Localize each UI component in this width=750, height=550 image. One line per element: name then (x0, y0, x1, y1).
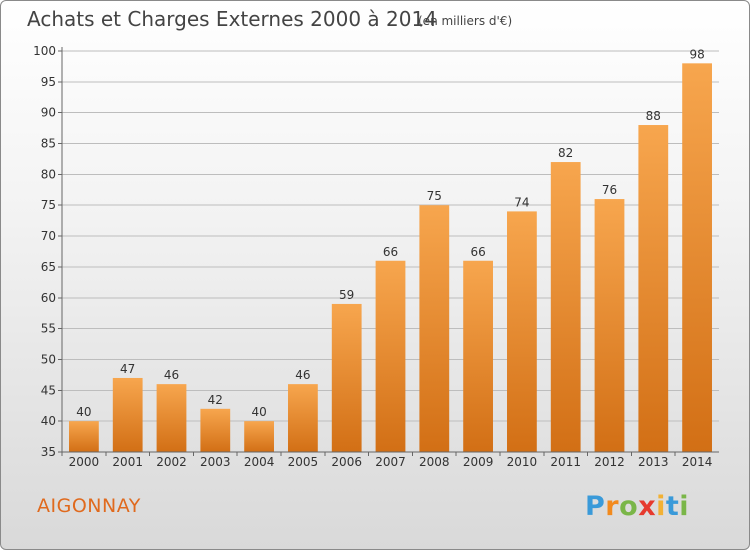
proxiti-logo: Proxiti (585, 491, 689, 522)
bar (507, 211, 537, 452)
bar (156, 384, 187, 452)
bar (244, 421, 274, 452)
y-tick-label: 65 (41, 260, 56, 274)
bar (550, 162, 581, 453)
bars (69, 63, 712, 453)
chart-title: Achats et Charges Externes 2000 à 2014 (27, 7, 437, 31)
x-tick-label: 2005 (288, 455, 319, 469)
y-tick-label: 60 (41, 291, 56, 305)
y-tick-label: 70 (41, 229, 56, 243)
bar (638, 125, 669, 453)
bar-value-label: 66 (470, 245, 485, 259)
x-tick-label: 2014 (682, 455, 713, 469)
bar-value-label: 76 (602, 183, 617, 197)
town-name: AIGONNAY (37, 495, 141, 517)
logo-letter: i (656, 491, 666, 522)
logo-letter: i (679, 491, 690, 522)
bar-value-label: 74 (514, 195, 529, 209)
logo-letter: x (638, 491, 657, 522)
bar (682, 63, 712, 452)
bar-value-label: 66 (383, 245, 398, 259)
logo-letter: r (605, 491, 620, 522)
bar-value-label: 75 (427, 189, 442, 203)
y-tick-label: 75 (41, 198, 56, 212)
x-tick-label: 2006 (331, 455, 362, 469)
logo-letter: t (665, 491, 680, 522)
y-tick-label: 80 (41, 167, 56, 181)
y-tick-label: 55 (41, 322, 56, 336)
bar-value-label: 42 (208, 393, 223, 407)
value-labels: 40 47 46 42 40 46 59 66 75 66 74 82 76 88 98 (76, 47, 704, 419)
chart-subtitle: (en milliers d'€) (418, 14, 513, 28)
x-tick-label: 2010 (507, 455, 538, 469)
bar-value-label: 98 (689, 47, 704, 61)
bar (419, 205, 450, 452)
y-tick-label: 85 (41, 137, 56, 151)
x-tick-label: 2008 (419, 455, 450, 469)
x-tick-label: 2002 (156, 455, 187, 469)
x-tick-label: 2011 (550, 455, 581, 469)
bar (112, 377, 143, 452)
bar (463, 260, 493, 452)
y-tick-label: 50 (41, 352, 56, 366)
x-tick-label: 2007 (375, 455, 406, 469)
y-tick-label: 100 (33, 44, 56, 58)
x-tick-label: 2000 (69, 455, 100, 469)
y-tick-label: 45 (41, 383, 56, 397)
axes: 35 40 45 50 55 60 65 70 75 80 85 90 95 100 2000 2001 200… (33, 44, 719, 469)
bar (288, 384, 318, 452)
bar-value-label: 40 (76, 405, 91, 419)
bar (69, 421, 99, 452)
bar-value-label: 47 (120, 362, 135, 376)
logo-letter: P (585, 491, 606, 522)
bar (594, 199, 625, 452)
bar-value-label: 46 (295, 368, 310, 382)
y-tick-label: 90 (41, 106, 56, 120)
x-tick-label: 2003 (200, 455, 231, 469)
y-tick-label: 95 (41, 75, 56, 89)
bar-value-label: 82 (558, 146, 573, 160)
y-tick-label: 40 (41, 414, 56, 428)
y-tick-label: 35 (41, 445, 56, 459)
bar (375, 260, 406, 452)
bar (200, 408, 231, 452)
logo-letter: o (619, 491, 639, 522)
bar-value-label: 46 (164, 368, 179, 382)
x-tick-label: 2001 (112, 455, 143, 469)
x-tick-label: 2013 (638, 455, 669, 469)
bar-value-label: 88 (646, 109, 661, 123)
x-tick-label: 2012 (594, 455, 625, 469)
bar-value-label: 40 (251, 405, 266, 419)
x-tick-label: 2009 (463, 455, 494, 469)
x-tick-label: 2004 (244, 455, 275, 469)
bar (331, 303, 362, 452)
bar-value-label: 59 (339, 288, 354, 302)
